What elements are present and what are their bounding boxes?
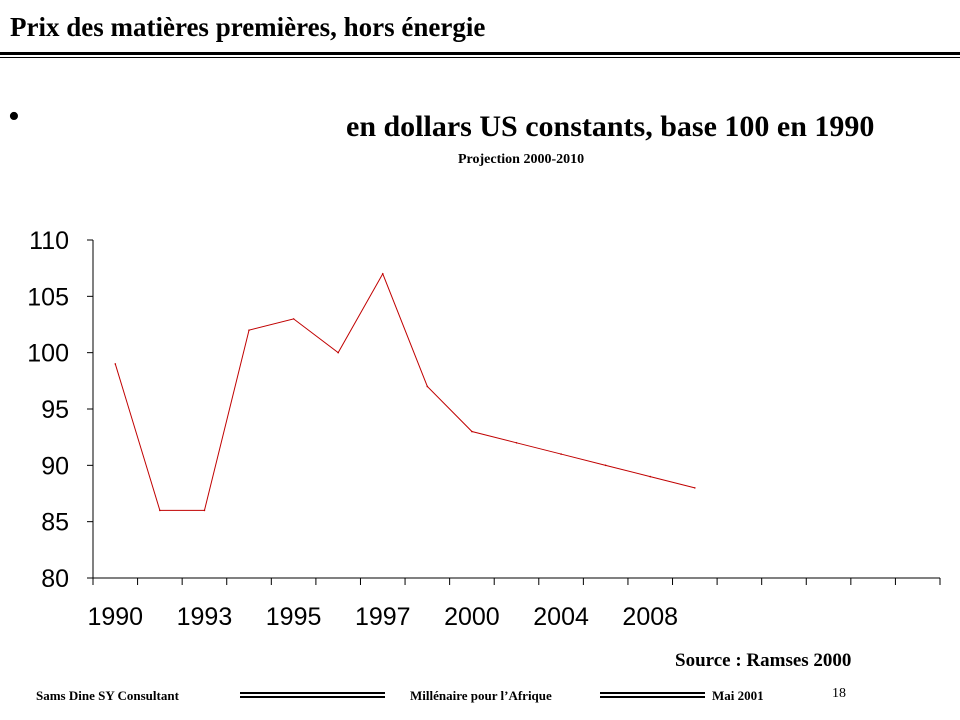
y-tick-label: 80 [41,565,69,593]
footer-author: Sams Dine SY Consultant [36,688,179,703]
projection-note: Projection 2000-2010 [458,152,585,167]
footer-center-text: Millénaire pour l’Afrique [410,688,552,703]
footer-divider-left [240,692,385,698]
data-point [649,475,652,478]
data-point [114,363,117,365]
data-point [515,442,518,444]
data-point [337,351,339,354]
x-tick-label: 2004 [533,603,589,631]
data-point [248,329,250,331]
y-tick-label: 105 [27,283,69,311]
x-tick-label: 1993 [177,603,233,631]
data-point [604,464,607,467]
series-line [114,272,695,511]
y-tick-label: 90 [41,452,69,480]
title-divider [0,52,960,55]
page-number: 18 [832,686,846,701]
data-point [159,509,161,512]
chart-subtitle: en dollars US constants, base 100 en 199… [346,110,875,143]
footer-divider-right [600,692,705,698]
y-tick-label: 110 [29,227,69,255]
title-divider-thin [0,57,960,58]
data-point [694,487,696,489]
data-point [426,385,429,388]
x-tick-label: 1997 [355,603,411,631]
x-tick-label: 2000 [444,603,500,631]
x-tick-label: 1995 [266,603,322,631]
y-tick-label: 95 [41,396,69,424]
data-point [292,318,295,320]
footer-date: Mai 2001 [712,688,764,703]
bullet-point: • [8,98,20,135]
slide-title: Prix des matières premières, hors énergi… [10,12,486,42]
y-tick-label: 100 [27,340,69,368]
data-point [560,453,562,455]
y-tick-label: 85 [41,509,69,537]
data-point [471,430,473,433]
x-tick-label: 1990 [87,603,143,631]
data-point [203,509,206,512]
source-label: Source : Ramses 2000 [675,650,852,671]
x-tick-label: 2008 [622,603,678,631]
data-point [381,273,384,275]
